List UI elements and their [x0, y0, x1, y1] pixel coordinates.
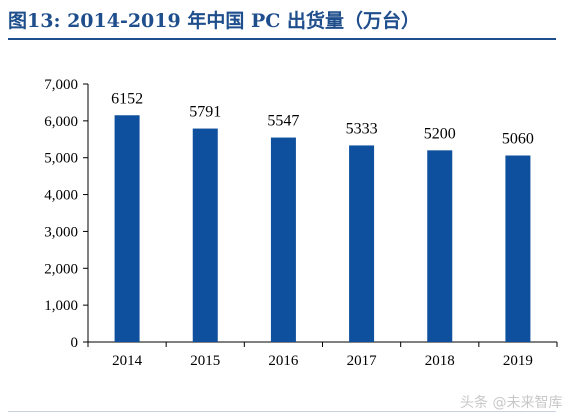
bar-value-label: 5333 [346, 120, 378, 137]
y-tick-label: 7,000 [44, 77, 78, 93]
bar-value-label: 5060 [502, 131, 534, 148]
y-tick-label: 6,000 [44, 114, 78, 130]
x-tick-label: 2014 [112, 353, 143, 369]
chart-title: 图13: 2014-2019 年中国 PC 出货量（万台） [8, 10, 420, 32]
bar [505, 155, 531, 342]
x-tick-label: 2018 [425, 353, 455, 369]
bar [349, 145, 375, 342]
y-tick-label: 5,000 [44, 151, 78, 167]
title-underline [8, 38, 556, 40]
bar-value-label: 6152 [111, 90, 143, 107]
y-tick-label: 2,000 [44, 261, 78, 277]
bar-value-label: 5547 [267, 113, 299, 130]
x-tick-label: 2019 [503, 353, 533, 369]
bar-value-label: 5200 [424, 125, 456, 142]
bar [270, 137, 296, 342]
y-tick-label: 3,000 [44, 224, 78, 240]
bar [427, 150, 453, 342]
chart-bars [114, 115, 531, 343]
bar [114, 115, 140, 343]
x-tick-label: 2016 [268, 353, 299, 369]
chart-axes [83, 83, 558, 347]
bar-value-label: 5791 [189, 104, 221, 121]
y-tick-label: 0 [71, 335, 79, 351]
x-tick-label: 2015 [190, 353, 220, 369]
bar [192, 128, 218, 342]
bottom-rule [8, 411, 556, 412]
x-tick-label: 2017 [347, 353, 378, 369]
y-tick-label: 1,000 [44, 298, 78, 314]
y-tick-label: 4,000 [44, 188, 78, 204]
chart-labels: 0 1,000 2,000 3,000 4,000 5,000 6,000 7,000 6152… [44, 77, 534, 369]
watermark: 头条 @未来智库 [460, 395, 563, 411]
